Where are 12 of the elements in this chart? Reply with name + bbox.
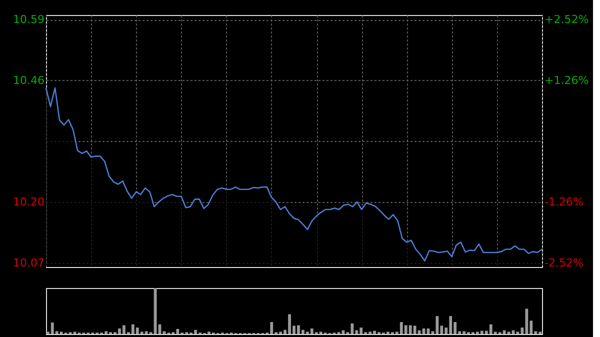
- bar: [162, 331, 166, 334]
- y-tick-label: 10.07: [13, 256, 44, 270]
- y-tick-label: 10.46: [13, 74, 44, 87]
- y2-tick-label: +2.52%: [544, 12, 589, 26]
- y2-tick-label: +1.26%: [544, 74, 589, 87]
- bar: [413, 326, 416, 334]
- y-tick-label: 10.59: [13, 13, 44, 26]
- y2-tick-label: -2.52%: [544, 256, 584, 270]
- bar: [436, 316, 439, 334]
- y-tick-label: 10.20: [13, 196, 44, 209]
- bar: [502, 330, 506, 334]
- y2-tick-label: -1.26%: [544, 196, 584, 209]
